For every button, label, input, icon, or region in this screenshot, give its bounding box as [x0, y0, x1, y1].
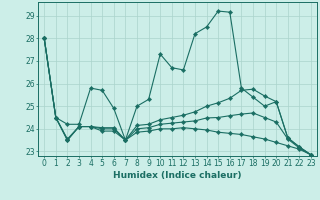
X-axis label: Humidex (Indice chaleur): Humidex (Indice chaleur) — [113, 171, 242, 180]
